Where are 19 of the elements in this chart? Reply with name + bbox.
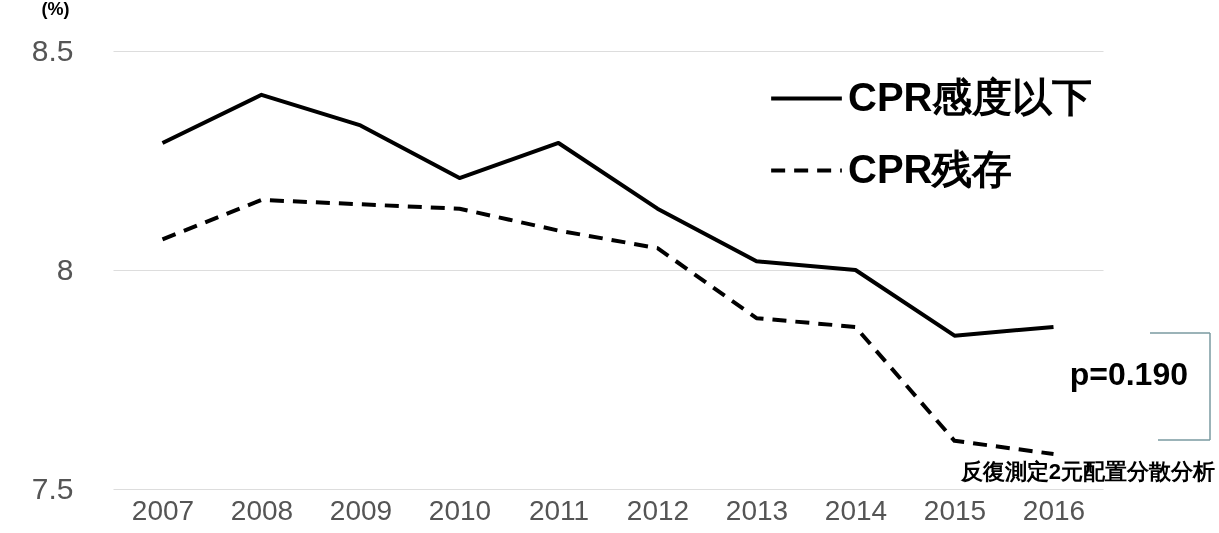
legend-label: CPR感度以下 [848,74,1093,119]
line-series [160,197,1056,456]
annotation: p=0.190 [1069,356,1188,392]
x-tick-label: 2009 [329,494,393,526]
x-tick-label: 2010 [428,494,492,526]
y-axis-title: (%) [41,0,70,19]
x-tick-label: 2007 [131,494,195,526]
y-tick-label: 7.5 [31,471,74,505]
x-tick-label: 2013 [725,494,789,526]
x-tick-label: 2014 [824,494,888,526]
x-tick-label: 2008 [230,494,294,526]
annotation: 反復測定2元配置分散分析 [959,459,1215,484]
x-tick-label: 2015 [923,494,987,526]
x-tick-label: 2012 [626,494,690,526]
legend-label: CPR残存 [848,146,1013,191]
x-tick-label: 2016 [1022,494,1086,526]
x-tick-label: 2011 [528,494,590,526]
y-tick-label: 8.5 [31,33,74,67]
y-tick-label: 8 [56,252,74,286]
